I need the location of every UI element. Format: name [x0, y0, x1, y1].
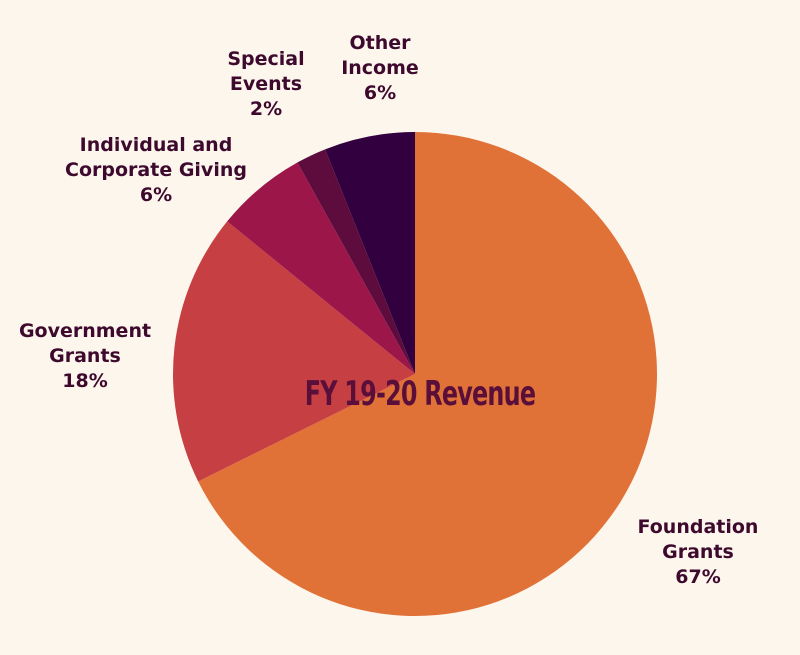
slice-percent: 18% — [62, 370, 108, 392]
pie-slice-1 — [173, 221, 415, 482]
pie-slice-2 — [227, 162, 415, 374]
slice-label-0: Foundation Grants 67% — [638, 515, 759, 590]
slice-label-line: Foundation — [637, 516, 759, 538]
pie-slice-0 — [198, 132, 658, 616]
slice-label-line: Individual and — [79, 134, 233, 156]
slice-label-line: Grants — [49, 345, 121, 367]
slice-percent: 6% — [139, 184, 173, 206]
slice-label-line: Grants — [662, 541, 734, 563]
pie-slice-4 — [325, 132, 415, 374]
slice-label-line: Events — [229, 73, 303, 95]
slice-label-3: Special Events 2% — [227, 47, 304, 122]
slice-label-2: Individual and Corporate Giving 6% — [65, 133, 247, 208]
slice-label-line: Government — [18, 320, 152, 342]
chart-title: FY 19-20 Revenue — [304, 374, 536, 414]
slice-percent: 67% — [675, 566, 721, 588]
slice-label-1: Government Grants 18% — [19, 319, 151, 394]
slice-label-line: Income — [341, 57, 419, 79]
slice-percent: 2% — [249, 98, 283, 120]
slice-label-line: Other — [349, 32, 411, 54]
slice-label-line: Special — [227, 48, 305, 70]
pie-slice-3 — [297, 149, 415, 374]
slice-label-line: Corporate Giving — [65, 159, 247, 181]
slice-label-4: Other Income 6% — [341, 31, 419, 106]
slice-percent: 6% — [363, 82, 397, 104]
